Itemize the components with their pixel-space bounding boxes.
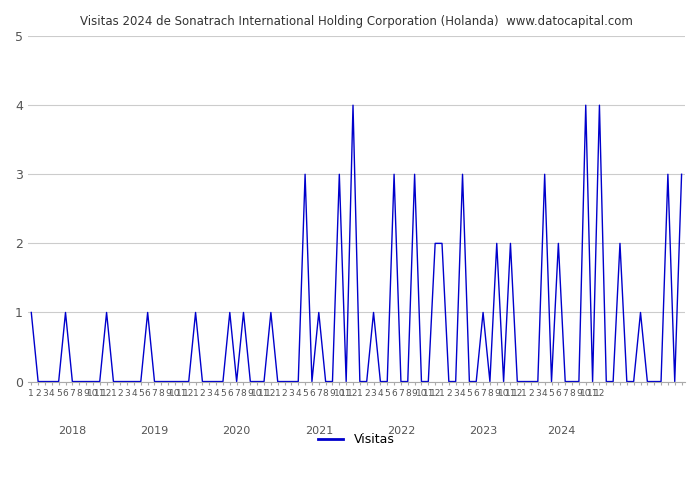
Legend: Visitas: Visitas [314,428,400,452]
Title: Visitas 2024 de Sonatrach International Holding Corporation (Holanda)  www.datoc: Visitas 2024 de Sonatrach International … [80,15,633,28]
Text: 2021: 2021 [304,426,333,436]
Text: 2023: 2023 [469,426,497,436]
Text: 2020: 2020 [223,426,251,436]
Text: 2024: 2024 [547,426,576,436]
Text: 2018: 2018 [58,426,87,436]
Text: 2019: 2019 [141,426,169,436]
Text: 2022: 2022 [386,426,415,436]
